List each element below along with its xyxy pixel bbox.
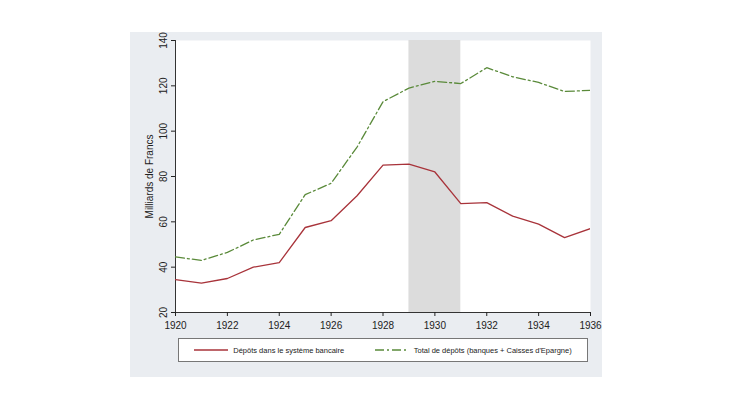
svg-text:1924: 1924 <box>268 320 291 331</box>
svg-text:1936: 1936 <box>579 320 602 331</box>
svg-text:1934: 1934 <box>528 320 551 331</box>
svg-text:80: 80 <box>158 171 169 183</box>
svg-text:1928: 1928 <box>372 320 395 331</box>
svg-text:Milliards de Francs: Milliards de Francs <box>144 135 155 219</box>
svg-text:1920: 1920 <box>164 320 187 331</box>
svg-text:1932: 1932 <box>476 320 499 331</box>
html-text:Dépôts dans le système bancair: Dépôts dans le système bancaire <box>233 345 345 355</box>
svg-text:40: 40 <box>158 261 169 273</box>
svg-text:120: 120 <box>158 77 169 94</box>
svg-text:100: 100 <box>158 122 169 139</box>
svg-text:140: 140 <box>158 32 169 49</box>
svg-text:60: 60 <box>158 216 169 228</box>
svg-text:20: 20 <box>158 307 169 319</box>
html-text:Total de dépôts (banques + Cai: Total de dépôts (banques + Caisses d'Epa… <box>413 345 572 355</box>
svg-text:1922: 1922 <box>216 320 239 331</box>
svg-text:1930: 1930 <box>424 320 447 331</box>
svg-text:1926: 1926 <box>320 320 343 331</box>
